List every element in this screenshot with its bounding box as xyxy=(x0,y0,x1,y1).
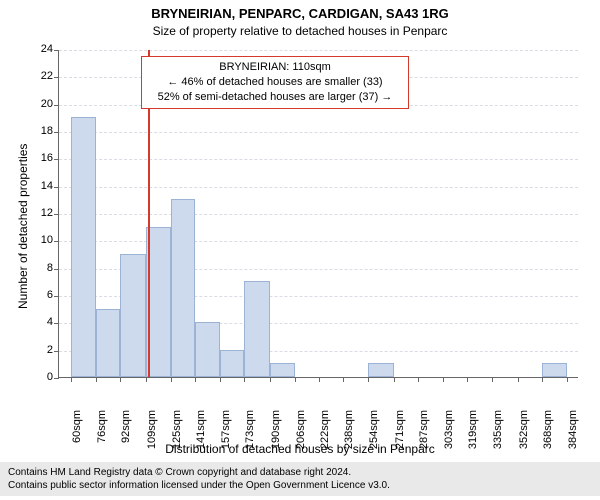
y-tick-label: 4 xyxy=(25,316,53,328)
annotation-box: BRYNEIRIAN: 110sqm ← 46% of detached hou… xyxy=(141,56,409,109)
x-tick-mark xyxy=(120,377,121,382)
x-tick-mark xyxy=(542,377,543,382)
gridline xyxy=(59,159,578,160)
gridline xyxy=(59,214,578,215)
histogram-bar xyxy=(146,227,170,377)
x-tick-mark xyxy=(270,377,271,382)
y-tick-mark xyxy=(54,105,59,106)
histogram-bar xyxy=(195,322,219,377)
y-tick-label: 18 xyxy=(25,125,53,137)
x-tick-mark xyxy=(244,377,245,382)
histogram-bar xyxy=(96,309,120,377)
y-tick-label: 20 xyxy=(25,98,53,110)
y-tick-mark xyxy=(54,214,59,215)
x-tick-mark xyxy=(343,377,344,382)
annotation-line1: BRYNEIRIAN: 110sqm xyxy=(148,60,402,75)
x-tick-mark xyxy=(171,377,172,382)
x-tick-mark xyxy=(567,377,568,382)
gridline xyxy=(59,187,578,188)
y-axis-label: Number of detached properties xyxy=(16,144,30,309)
y-tick-mark xyxy=(54,323,59,324)
y-tick-mark xyxy=(54,159,59,160)
y-tick-mark xyxy=(54,241,59,242)
y-tick-mark xyxy=(54,296,59,297)
gridline xyxy=(59,132,578,133)
x-tick-mark xyxy=(418,377,419,382)
x-tick-mark xyxy=(71,377,72,382)
histogram-bar xyxy=(542,363,566,377)
annotation-line3: 52% of semi-detached houses are larger (… xyxy=(148,90,402,105)
x-tick-mark xyxy=(467,377,468,382)
y-tick-label: 24 xyxy=(25,43,53,55)
x-tick-mark xyxy=(146,377,147,382)
x-tick-mark xyxy=(518,377,519,382)
x-tick-mark xyxy=(394,377,395,382)
x-tick-mark xyxy=(492,377,493,382)
y-tick-mark xyxy=(54,50,59,51)
x-tick-mark xyxy=(295,377,296,382)
histogram-bar xyxy=(171,199,195,377)
x-tick-mark xyxy=(220,377,221,382)
annotation-line2: ← 46% of detached houses are smaller (33… xyxy=(148,75,402,90)
x-tick-mark xyxy=(96,377,97,382)
histogram-bar xyxy=(270,363,294,377)
chart-container: BRYNEIRIAN, PENPARC, CARDIGAN, SA43 1RG … xyxy=(0,0,600,500)
x-tick-mark xyxy=(443,377,444,382)
gridline xyxy=(59,50,578,51)
attribution-line1: Contains HM Land Registry data © Crown c… xyxy=(8,466,592,479)
y-tick-mark xyxy=(54,351,59,352)
y-tick-label: 2 xyxy=(25,344,53,356)
attribution-line2: Contains public sector information licen… xyxy=(8,479,592,492)
histogram-bar xyxy=(220,350,244,377)
gridline xyxy=(59,241,578,242)
y-tick-label: 0 xyxy=(25,371,53,383)
y-tick-mark xyxy=(54,77,59,78)
x-tick-mark xyxy=(195,377,196,382)
y-tick-mark xyxy=(54,269,59,270)
histogram-bar xyxy=(120,254,146,377)
chart-title-line1: BRYNEIRIAN, PENPARC, CARDIGAN, SA43 1RG xyxy=(0,6,600,21)
histogram-bar xyxy=(71,117,95,377)
histogram-bar xyxy=(244,281,270,377)
plot-area: BRYNEIRIAN: 110sqm ← 46% of detached hou… xyxy=(58,50,578,378)
histogram-bar xyxy=(368,363,394,377)
y-tick-label: 22 xyxy=(25,70,53,82)
chart-title-line2: Size of property relative to detached ho… xyxy=(0,24,600,38)
y-tick-mark xyxy=(54,187,59,188)
x-tick-mark xyxy=(368,377,369,382)
y-tick-mark xyxy=(54,132,59,133)
x-axis-label: Distribution of detached houses by size … xyxy=(0,442,600,456)
y-tick-mark xyxy=(54,378,59,379)
x-tick-mark xyxy=(319,377,320,382)
attribution-footer: Contains HM Land Registry data © Crown c… xyxy=(0,462,600,496)
